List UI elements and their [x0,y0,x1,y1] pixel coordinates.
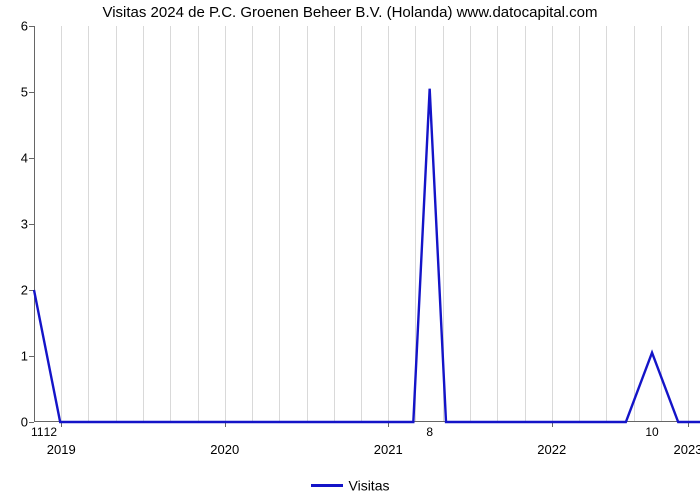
plot-area: 01234562019202020212022202311128104 [34,26,688,422]
y-tick-label: 4 [21,151,34,166]
x-minor-label: 10 [645,422,658,439]
x-minor-label: 12 [44,422,57,439]
legend: Visitas [0,476,700,493]
y-tick-label: 6 [21,19,34,34]
x-minor-label: 8 [426,422,433,439]
y-tick-label: 2 [21,283,34,298]
x-tick-label: 2022 [537,422,566,457]
y-tick-label: 5 [21,85,34,100]
series-layer [34,26,688,422]
y-tick-label: 1 [21,349,34,364]
chart-title: Visitas 2024 de P.C. Groenen Beheer B.V.… [0,4,700,21]
x-tick-label: 2021 [374,422,403,457]
legend-label: Visitas [349,477,390,493]
chart-container: Visitas 2024 de P.C. Groenen Beheer B.V.… [0,0,700,500]
gridline [688,26,689,422]
y-tick-label: 3 [21,217,34,232]
x-tick-label: 2023 [674,422,700,457]
x-minor-label: 11 [31,422,43,439]
x-tick-label: 2020 [210,422,239,457]
legend-swatch [311,484,343,487]
series-line [34,89,700,422]
